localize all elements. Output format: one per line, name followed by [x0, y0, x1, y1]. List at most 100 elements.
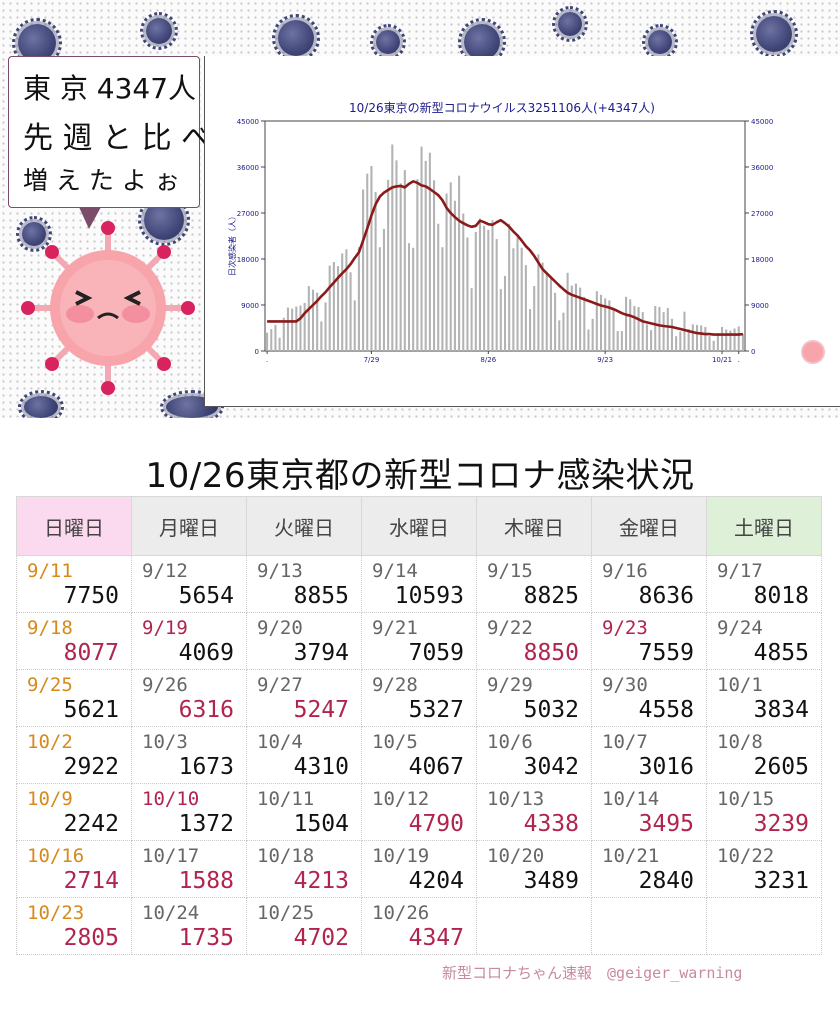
bar — [357, 247, 360, 351]
cell-date: 10/19 — [372, 845, 430, 867]
y-tick-label-right: 27000 — [751, 210, 773, 218]
bar — [470, 288, 473, 351]
day-cell: 10/26 4347 — [361, 897, 477, 955]
day-cell: 9/30 4558 — [591, 669, 707, 727]
cell-date: 10/4 — [257, 731, 303, 753]
bar — [407, 243, 411, 351]
bar — [441, 247, 444, 351]
bar — [270, 329, 273, 351]
bar — [520, 247, 523, 351]
cell-date: 10/25 — [257, 902, 315, 924]
day-cell: 10/19 4204 — [361, 840, 477, 898]
day-cell: 9/24 4855 — [706, 612, 822, 670]
bar — [483, 225, 486, 351]
y-tick-label: 45000 — [237, 118, 259, 126]
bar — [675, 336, 678, 351]
y-tick-label: 27000 — [237, 210, 259, 218]
day-cell: 9/20 3794 — [246, 612, 362, 670]
cell-date: 10/8 — [717, 731, 763, 753]
cell-date: 9/19 — [142, 617, 188, 639]
cell-cases: 4338 — [523, 811, 579, 837]
day-cell: 10/14 3495 — [591, 783, 707, 841]
day-cell: 9/21 7059 — [361, 612, 477, 670]
day-cell: 10/4 4310 — [246, 726, 362, 784]
daily-cases-chart: 10/26東京の新型コロナウイルス3251106人(+4347人) 日次感染者（… — [227, 100, 773, 364]
virus-decoration — [750, 10, 798, 58]
day-cell: 9/25 5621 — [16, 669, 132, 727]
day-cell: 10/1 3834 — [706, 669, 822, 727]
bar — [712, 340, 715, 351]
day-cell — [706, 897, 822, 955]
day-cell: 9/29 5032 — [476, 669, 592, 727]
bar — [466, 237, 469, 351]
bar — [286, 307, 289, 351]
bar — [629, 299, 632, 351]
bar — [462, 213, 465, 351]
bar — [428, 152, 431, 351]
y-tick-label-right: 0 — [751, 348, 755, 356]
x-tick-label: 7/29 — [364, 356, 380, 364]
cell-date: 10/13 — [487, 788, 545, 810]
bar — [708, 336, 711, 351]
header-cell: 火曜日 — [246, 496, 362, 556]
bar — [412, 247, 415, 351]
cell-date: 9/12 — [142, 560, 188, 582]
bar — [679, 331, 682, 351]
virus-mascot-icon — [21, 221, 195, 395]
y-tick-label: 18000 — [237, 256, 259, 264]
cell-date: 9/25 — [27, 674, 73, 696]
bar — [620, 331, 623, 351]
bar — [378, 247, 381, 351]
bar — [399, 183, 402, 351]
bar — [608, 300, 611, 351]
bar — [391, 144, 394, 351]
cell-date: 10/1 — [717, 674, 763, 696]
cell-date: 9/17 — [717, 560, 763, 582]
virus-decoration — [272, 14, 320, 62]
bar — [570, 285, 573, 351]
bar — [499, 289, 502, 351]
bar — [537, 254, 540, 351]
header-cell: 水曜日 — [361, 496, 477, 556]
table-row: 9/25 5621 9/26 6316 9/27 5247 9/28 5327 9/29 5032… — [16, 669, 822, 727]
bar — [395, 160, 398, 351]
cell-cases: 3016 — [638, 754, 694, 780]
day-cell: 9/18 8077 — [16, 612, 132, 670]
bar — [437, 223, 440, 351]
virus-decoration — [458, 18, 506, 66]
day-cell: 10/12 4790 — [361, 783, 477, 841]
weekly-cases-table: 日曜日 月曜日 火曜日 水曜日 木曜日 金曜日 土曜日 9/11 7750 9/12… — [16, 496, 822, 955]
day-cell: 9/16 8636 — [591, 555, 707, 613]
cell-date: 10/24 — [142, 902, 200, 924]
y-tick-label-right: 9000 — [751, 302, 769, 310]
virus-decoration — [642, 24, 678, 60]
day-cell: 9/19 4069 — [131, 612, 247, 670]
cell-cases: 7750 — [63, 583, 119, 609]
cell-cases: 1504 — [293, 811, 349, 837]
bar — [416, 179, 419, 351]
bar — [554, 292, 557, 351]
cell-date: 10/18 — [257, 845, 315, 867]
table-row: 10/23 2805 10/24 1735 10/25 4702 10/26 4347 — [16, 897, 822, 955]
day-cell: 10/22 3231 — [706, 840, 822, 898]
day-cell: 10/8 2605 — [706, 726, 822, 784]
x-tick-label: . — [266, 356, 268, 364]
cell-cases: 8636 — [638, 583, 694, 609]
x-tick-label: . — [738, 356, 740, 364]
bar — [695, 324, 699, 351]
cell-cases: 3042 — [523, 754, 579, 780]
cell-cases: 2922 — [63, 754, 119, 780]
cell-date: 9/30 — [602, 674, 648, 696]
bar — [403, 170, 406, 351]
cell-date: 10/9 — [27, 788, 73, 810]
day-cell: 10/2 2922 — [16, 726, 132, 784]
bar — [579, 287, 582, 351]
cell-cases: 3495 — [638, 811, 694, 837]
bar — [474, 231, 477, 351]
bar — [337, 266, 340, 351]
bar — [666, 308, 669, 351]
y-tick-label-right: 36000 — [751, 164, 773, 172]
day-cell: 10/10 1372 — [131, 783, 247, 841]
bar — [282, 317, 285, 351]
day-cell: 10/5 4067 — [361, 726, 477, 784]
